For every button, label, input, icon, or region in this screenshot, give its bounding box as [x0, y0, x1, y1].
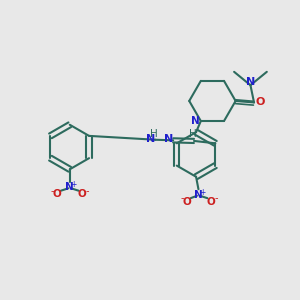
Text: N: N — [164, 134, 174, 144]
Text: N: N — [65, 182, 74, 192]
Text: O: O — [207, 197, 215, 207]
Text: O: O — [256, 98, 265, 107]
Text: N: N — [191, 116, 200, 126]
Text: N: N — [146, 134, 155, 144]
Text: N: N — [194, 190, 203, 200]
Text: +: + — [70, 180, 76, 189]
Text: -: - — [214, 193, 218, 203]
Text: H: H — [150, 129, 158, 139]
Text: O: O — [78, 189, 87, 199]
Text: O: O — [53, 189, 62, 199]
Text: H: H — [189, 129, 196, 140]
Text: -: - — [50, 186, 54, 196]
Text: O: O — [183, 197, 191, 207]
Text: -: - — [86, 186, 89, 196]
Text: -: - — [180, 193, 184, 203]
Text: +: + — [199, 188, 205, 197]
Text: N: N — [246, 76, 255, 87]
